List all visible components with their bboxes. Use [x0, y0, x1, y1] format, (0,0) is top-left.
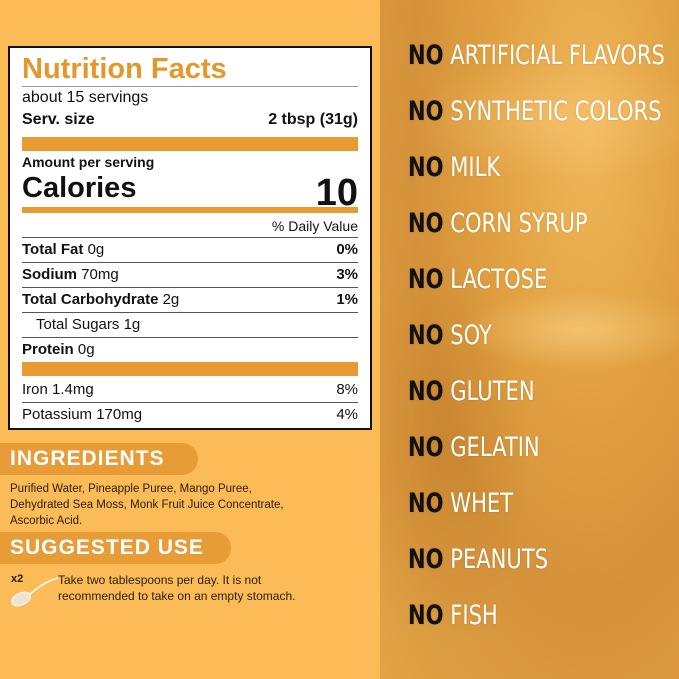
claim-item: NO SOY [408, 320, 492, 351]
nutrient-dv: 1% [336, 291, 358, 308]
ingredients-heading: INGREDIENTS [0, 443, 198, 475]
claim-text: ARTIFICIAL FLAVORS [450, 40, 665, 71]
claim-prefix: NO [408, 40, 444, 71]
claim-item: NO SYNTHETIC COLORS [408, 96, 662, 127]
claim-item: NO WHET [408, 488, 513, 519]
serv-size-label: Serv. size [22, 111, 95, 128]
claim-prefix: NO [408, 544, 444, 575]
nutrient-label: Sodium [22, 266, 77, 283]
nutrient-label: Total Carbohydrate [22, 291, 159, 308]
nutrient-label: Total Fat [22, 241, 84, 258]
claim-text: CORN SYRUP [450, 208, 588, 239]
nutrient-amount: 1.4mg [52, 381, 94, 398]
nutrient-amount: 1g [123, 316, 141, 333]
claim-text: SYNTHETIC COLORS [450, 96, 662, 127]
claim-text: SOY [450, 320, 492, 351]
claim-item: NO MILK [408, 152, 500, 183]
nutrient-row: Total Sugars 1g [22, 313, 358, 337]
suggested-use-heading: SUGGESTED USE [0, 532, 231, 564]
nutrient-label: Protein [22, 341, 74, 358]
nutrient-label: Potassium [22, 406, 93, 423]
claim-item: NO GELATIN [408, 432, 540, 463]
serv-size-value: 2 tbsp (31g) [268, 111, 358, 128]
nutrition-title: Nutrition Facts [22, 53, 227, 85]
nutrient-dv: 0% [336, 241, 358, 258]
claim-text: FISH [450, 600, 498, 631]
nutrient-row: Protein 0g [22, 338, 358, 362]
suggested-line: Take two tablespoons per day. It is not [58, 573, 262, 587]
spoon-icon [11, 577, 59, 607]
nutrient-dv: 8% [336, 381, 358, 398]
claim-text: GLUTEN [450, 376, 535, 407]
divider-bar [22, 362, 358, 376]
nutrient-row: Iron 1.4mg 8% [22, 378, 358, 402]
ingredients-text: Purified Water, Pineapple Puree, Mango P… [10, 481, 284, 529]
nutrient-row: Total Carbohydrate 2g 1% [22, 288, 358, 312]
claim-text: GELATIN [450, 432, 540, 463]
claim-prefix: NO [408, 320, 444, 351]
nutrient-dv: 3% [336, 266, 358, 283]
claim-prefix: NO [408, 208, 444, 239]
claim-item: NO FISH [408, 600, 498, 631]
servings: about 15 servings [22, 89, 149, 106]
amount-per-serving: Amount per serving [22, 154, 155, 170]
suggested-use-text: Take two tablespoons per day. It is not … [58, 572, 295, 604]
divider [22, 86, 358, 87]
claim-prefix: NO [408, 376, 444, 407]
claim-prefix: NO [408, 264, 444, 295]
nutrient-label: Total Sugars [36, 316, 120, 333]
claim-item: NO CORN SYRUP [408, 208, 588, 239]
ingredients-line: Purified Water, Pineapple Puree, Mango P… [10, 483, 252, 495]
claim-prefix: NO [408, 96, 444, 127]
divider-bar [22, 207, 358, 213]
claim-item: NO PEANUTS [408, 544, 548, 575]
nutrient-dv: 4% [336, 406, 358, 423]
calories-value: 10 [315, 172, 358, 214]
claim-prefix: NO [408, 152, 444, 183]
nutrient-amount: 170mg [96, 406, 143, 423]
claim-item: NO ARTIFICIAL FLAVORS [408, 40, 665, 71]
nutrient-amount: 0g [77, 341, 95, 358]
claim-text: LACTOSE [450, 264, 548, 295]
divider-bar [22, 137, 358, 151]
ingredients-line: Ascorbic Acid. [10, 515, 83, 527]
nutrition-facts-label: Nutrition Facts about 15 servings Serv. … [8, 46, 372, 430]
right-panel-swirl-background [380, 0, 679, 679]
suggested-line: recommended to take on an empty stomach. [58, 589, 296, 603]
nutrient-amount: 70mg [81, 266, 119, 283]
claim-text: PEANUTS [450, 544, 549, 575]
nutrient-amount: 2g [162, 291, 180, 308]
claim-prefix: NO [408, 600, 444, 631]
claim-text: MILK [450, 152, 501, 183]
claim-prefix: NO [408, 488, 444, 519]
nutrient-row: Total Fat 0g 0% [22, 238, 358, 262]
claim-prefix: NO [408, 432, 444, 463]
nutrient-amount: 0g [87, 241, 105, 258]
ingredients-line: Dehydrated Sea Moss, Monk Fruit Juice Co… [10, 499, 284, 511]
claim-item: NO LACTOSE [408, 264, 547, 295]
nutrient-label: Iron [22, 381, 48, 398]
claim-item: NO GLUTEN [408, 376, 535, 407]
dv-header: % Daily Value [271, 218, 358, 234]
nutrient-row: Potassium 170mg 4% [22, 403, 358, 427]
claim-text: WHET [450, 488, 514, 519]
multiplier: x2 [11, 573, 24, 585]
calories-label: Calories [22, 172, 137, 204]
nutrient-row: Sodium 70mg 3% [22, 263, 358, 287]
